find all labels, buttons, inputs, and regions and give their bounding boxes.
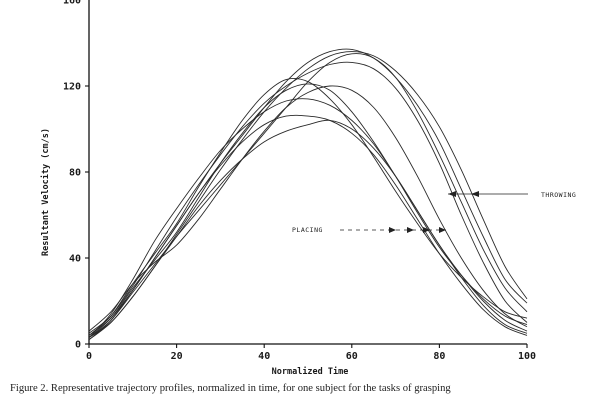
y-tick-label: 160	[63, 0, 81, 7]
placing-arrowhead	[423, 227, 430, 233]
x-tick-label: 40	[258, 351, 270, 362]
x-tick-label: 80	[433, 351, 445, 362]
throwing-arrowhead	[471, 191, 479, 197]
y-tick-label: 40	[69, 254, 81, 265]
annotations: THROWING PLACING	[292, 191, 576, 234]
trajectory-curve-7	[88, 48, 528, 336]
throwing-arrowhead	[448, 191, 456, 197]
trajectory-curve-1	[88, 78, 528, 336]
trajectory-curve-2	[88, 83, 528, 338]
y-axis-title: Resultant Velocity (cm/s)	[40, 128, 51, 256]
y-tick-label: 80	[69, 168, 81, 179]
placing-label: PLACING	[292, 226, 323, 234]
y-tick-label: 120	[63, 82, 81, 93]
trajectory-curves	[88, 48, 528, 341]
trajectory-curve-8	[88, 51, 528, 338]
axes: 0 20 40 60 80 100 0 40 80 120 160 Normalized Time Re…	[40, 0, 536, 377]
x-tick-label: 100	[518, 351, 536, 362]
placing-arrowhead	[439, 227, 446, 233]
trajectory-curve-10	[88, 61, 528, 334]
trajectory-curve-6	[88, 85, 528, 332]
x-tick-label: 20	[171, 351, 183, 362]
figure-caption: Figure 2. Representative trajectory prof…	[10, 383, 451, 394]
x-tick-label: 0	[86, 351, 92, 362]
placing-arrowhead	[389, 227, 396, 233]
x-axis-title: Normalized Time	[272, 366, 349, 377]
x-tick-label: 60	[346, 351, 358, 362]
y-tick-label: 0	[75, 340, 81, 351]
placing-arrowhead	[407, 227, 414, 233]
trajectory-curve-9	[88, 53, 528, 338]
throwing-label: THROWING	[541, 191, 576, 199]
trajectory-curve-3	[88, 98, 528, 338]
